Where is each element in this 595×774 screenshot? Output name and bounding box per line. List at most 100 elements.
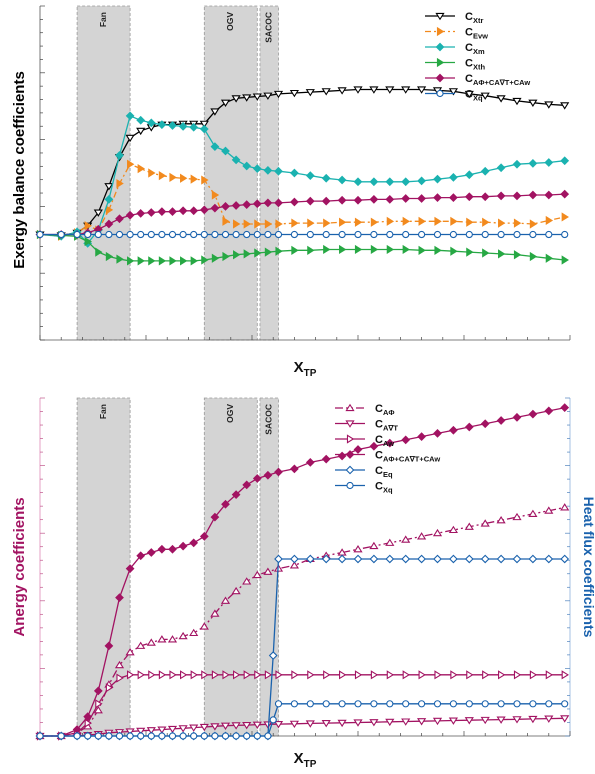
- data-point: [353, 719, 363, 727]
- data-point: [337, 451, 347, 461]
- data-point: [339, 244, 347, 255]
- data-point: [305, 171, 315, 181]
- data-point: [233, 219, 241, 229]
- data-point: [306, 230, 314, 239]
- data-point: [125, 111, 135, 121]
- data-point: [125, 564, 135, 573]
- data-point: [528, 190, 538, 200]
- data-point: [385, 438, 395, 448]
- data-point: [115, 732, 124, 740]
- y-axis-label: Anergy coefficients: [11, 497, 28, 636]
- data-point: [180, 256, 188, 266]
- data-point: [136, 641, 146, 649]
- data-point: [417, 176, 426, 186]
- data-point: [178, 631, 188, 640]
- data-point: [231, 95, 241, 103]
- data-point: [432, 528, 443, 537]
- data-point: [242, 200, 252, 210]
- data-point: [201, 255, 209, 265]
- data-point: [560, 189, 570, 199]
- data-point: [264, 670, 273, 680]
- data-point: [417, 432, 426, 442]
- data-point: [289, 89, 299, 98]
- data-point: [321, 454, 331, 464]
- data-point: [231, 490, 241, 499]
- data-point: [402, 700, 410, 708]
- data-point: [385, 177, 395, 187]
- data-point: [498, 249, 506, 259]
- zone-label: Fan: [98, 404, 108, 419]
- data-point: [84, 230, 92, 239]
- data-point: [169, 256, 177, 266]
- data-point: [338, 230, 346, 239]
- data-point: [401, 177, 411, 187]
- legend-marker: [436, 57, 445, 68]
- data-point: [337, 195, 347, 205]
- data-point: [274, 198, 283, 208]
- data-point: [167, 635, 178, 643]
- data-point: [125, 648, 135, 656]
- data-point: [158, 171, 167, 181]
- data-point: [512, 97, 522, 106]
- data-point: [190, 174, 198, 184]
- data-point: [57, 230, 65, 239]
- data-point: [274, 230, 283, 239]
- data-point: [201, 175, 209, 185]
- data-point: [242, 721, 252, 730]
- series-line: [40, 506, 565, 737]
- data-point: [210, 203, 220, 213]
- data-point: [210, 723, 220, 731]
- data-point: [529, 230, 537, 239]
- data-point: [496, 191, 506, 201]
- data-point: [179, 230, 187, 239]
- data-point: [370, 700, 378, 708]
- data-point: [417, 700, 426, 708]
- data-point: [369, 86, 379, 94]
- data-point: [544, 190, 554, 200]
- data-point: [561, 700, 569, 708]
- legend-entry: CAΦ+CA∇T+CAw: [335, 450, 440, 464]
- zone-label: SACOC: [263, 404, 273, 435]
- data-point: [290, 168, 299, 178]
- data-point: [157, 544, 167, 554]
- data-point: [126, 230, 134, 239]
- data-point: [136, 209, 146, 218]
- data-point: [497, 700, 505, 708]
- data-point: [321, 554, 331, 564]
- data-point: [496, 95, 506, 103]
- data-point: [370, 217, 379, 227]
- data-point: [481, 700, 489, 708]
- data-point: [146, 548, 156, 557]
- data-point: [36, 732, 44, 740]
- data-point: [179, 732, 187, 740]
- data-point: [545, 230, 553, 239]
- data-point: [178, 122, 188, 131]
- data-point: [274, 700, 283, 708]
- data-point: [353, 545, 363, 553]
- data-point: [480, 166, 490, 176]
- data-point: [385, 194, 395, 204]
- data-point: [168, 544, 177, 554]
- data-point: [242, 161, 252, 171]
- data-point: [417, 230, 426, 239]
- data-point: [84, 718, 92, 728]
- legend-label: CXtr: [465, 11, 483, 25]
- data-point: [528, 158, 538, 168]
- data-point: [274, 467, 283, 477]
- data-point: [417, 718, 427, 726]
- data-point: [253, 230, 261, 239]
- legend-marker: [345, 403, 355, 412]
- data-point: [545, 253, 554, 263]
- data-point: [158, 256, 167, 266]
- data-point: [464, 554, 474, 564]
- data-point: [433, 429, 442, 438]
- legend-label: CXm: [465, 42, 485, 56]
- data-point: [369, 194, 379, 204]
- data-point: [545, 700, 553, 708]
- data-point: [544, 554, 554, 564]
- data-point: [242, 480, 252, 490]
- data-point: [136, 727, 146, 736]
- data-point: [168, 230, 177, 239]
- data-point: [338, 700, 346, 708]
